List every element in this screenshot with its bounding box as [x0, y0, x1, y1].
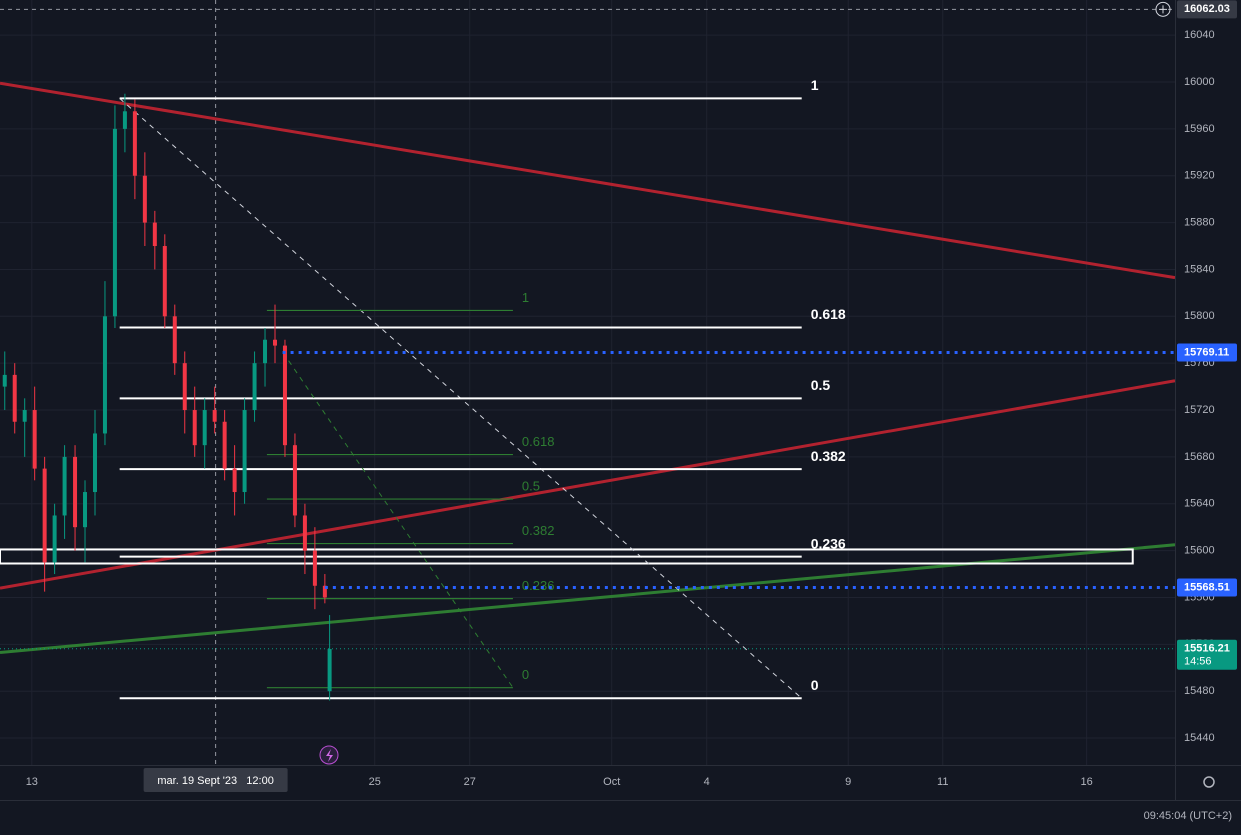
- y-tick-label: 15680: [1184, 451, 1215, 463]
- fib-label: 0.618: [811, 306, 846, 322]
- candle-body: [172, 316, 177, 364]
- add-alert-icon: [1159, 5, 1167, 14]
- fib-label: 0.5: [811, 377, 831, 393]
- fib-label: 0.236: [811, 535, 846, 551]
- y-tick-label: 15640: [1184, 498, 1215, 510]
- candle-body: [152, 222, 157, 247]
- candle-body: [292, 445, 297, 516]
- candle-body: [112, 128, 117, 317]
- fib-label: 1: [811, 77, 819, 93]
- candle-body: [312, 550, 317, 586]
- candle-body: [272, 339, 277, 346]
- candle-body: [252, 363, 257, 411]
- last-price-tag-bg: [1177, 639, 1237, 670]
- candle-body: [327, 649, 332, 692]
- countdown: 14:56: [1184, 656, 1212, 668]
- candle-body: [42, 468, 47, 563]
- candle-body: [73, 456, 78, 528]
- candle-body: [202, 410, 207, 446]
- crosshair-time-tag-bg: [143, 768, 288, 792]
- y-tick-label: 15440: [1184, 732, 1215, 744]
- candle-body: [122, 111, 127, 129]
- fib-label: 0.382: [811, 448, 846, 464]
- last-price-tag: 15516.21: [1184, 643, 1230, 655]
- candle-body: [162, 246, 167, 317]
- fib-label: 0: [811, 677, 819, 693]
- price-line-tag-bg: [1177, 578, 1237, 597]
- candle-body: [2, 374, 7, 387]
- crosshair-price-tag: 16062.03: [1184, 3, 1230, 15]
- rectangle-drawing: [0, 548, 1134, 565]
- y-tick-label: 15920: [1184, 170, 1215, 182]
- fib-label: 0.382: [522, 523, 555, 538]
- fib-label: 0.618: [522, 434, 555, 449]
- price-line-tag: 15769.11: [1184, 346, 1229, 358]
- x-tick-label: 9: [845, 776, 851, 788]
- x-tick-label: 11: [937, 776, 948, 788]
- fib-label: 0.5: [522, 479, 540, 494]
- candle-body: [32, 410, 37, 469]
- candle-body: [52, 515, 57, 563]
- settings-icon: [1203, 776, 1215, 788]
- candle-body: [12, 374, 17, 422]
- candle-body: [22, 410, 27, 422]
- clock: 09:45:04 (UTC+2): [1144, 810, 1232, 822]
- y-tick-label: 15720: [1184, 404, 1215, 416]
- candle-body: [62, 456, 67, 516]
- candle-body: [132, 111, 137, 176]
- trend-line: [0, 81, 1176, 280]
- x-tick-label: 27: [464, 776, 476, 788]
- y-tick-label: 16000: [1184, 76, 1215, 88]
- x-tick-label: 25: [369, 776, 381, 788]
- plot-area: 1 0.618 0.5 0.382 0.236 0 1 0.618 0.5 0.382 0.236 0: [0, 0, 1176, 765]
- candle-body: [92, 433, 97, 493]
- fib-label: 0: [522, 667, 529, 682]
- y-tick-label: 15840: [1184, 263, 1215, 275]
- fib-label: 1: [522, 290, 529, 305]
- candle-body: [263, 339, 268, 364]
- y-tick-label: 16040: [1184, 29, 1215, 41]
- candle-body: [192, 410, 197, 446]
- candle-body: [142, 175, 147, 223]
- add-alert-button: [1155, 1, 1171, 17]
- y-tick-label: 15480: [1184, 685, 1215, 697]
- price-line-tag-bg: [1177, 343, 1237, 362]
- x-tick-label: 4: [704, 776, 710, 788]
- y-tick-label: 15600: [1184, 545, 1215, 557]
- candle-body: [242, 410, 247, 493]
- candle-body: [322, 585, 327, 598]
- candle-body: [182, 363, 187, 411]
- candle-body: [222, 421, 227, 469]
- candle-body: [282, 345, 287, 446]
- fib-label: 0.236: [522, 578, 555, 593]
- crosshair-price-tag-bg: [1177, 0, 1237, 19]
- x-tick-label: 16: [1081, 776, 1093, 788]
- x-tick-label: 13: [26, 776, 38, 788]
- event-bolt: [326, 749, 333, 762]
- crosshair-time-tag: mar. 19 Sept '23 12:00: [157, 775, 273, 787]
- fib-trend: [282, 352, 514, 688]
- y-tick-label: 15800: [1184, 310, 1215, 322]
- candle-body: [83, 492, 88, 528]
- price-line-tag: 15568.51: [1184, 581, 1230, 593]
- candle-body: [102, 316, 107, 434]
- trend-line: [0, 379, 1176, 590]
- y-tick-label: 15960: [1184, 123, 1215, 135]
- candle-body: [212, 410, 217, 422]
- x-tick-label: Oct: [603, 776, 620, 788]
- candle-body: [232, 468, 237, 493]
- y-tick-label: 15880: [1184, 216, 1215, 228]
- candle-body: [302, 515, 307, 551]
